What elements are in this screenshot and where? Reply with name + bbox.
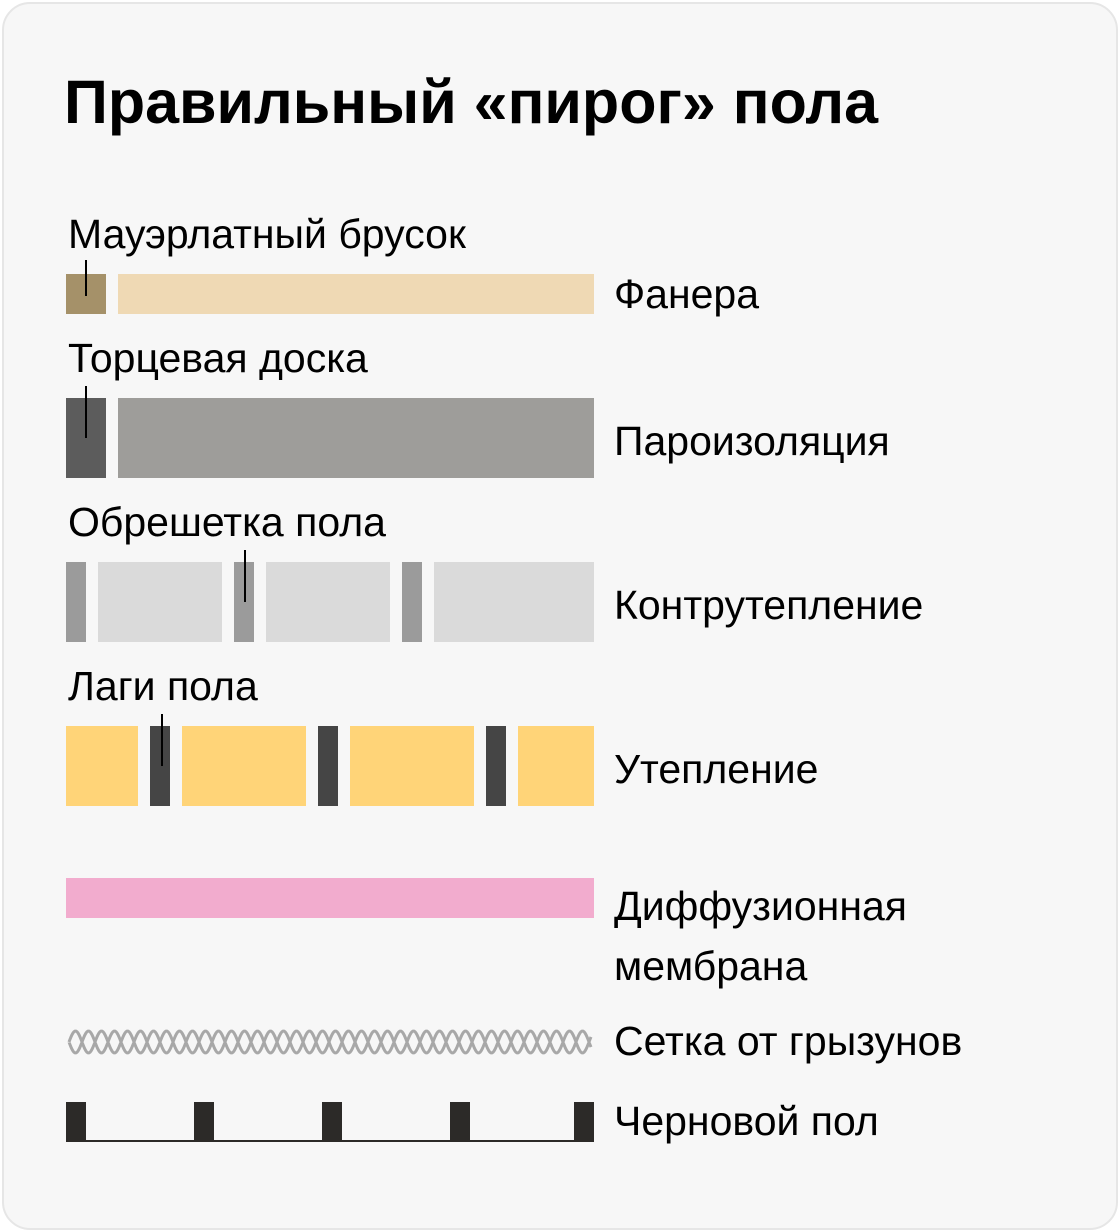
insulation-segment [182, 726, 306, 806]
callout-joists: Лаги пола [68, 663, 258, 709]
callout-lathing: Обрешетка пола [68, 499, 386, 545]
rodent-mesh [67, 1029, 593, 1055]
insulation-segment [350, 726, 474, 806]
label-counter-insulation: Контрутепление [614, 582, 924, 628]
joist-bar [150, 726, 170, 806]
lathing-bar [402, 562, 422, 642]
counter-insulation-segment [434, 562, 594, 642]
joists-callout-tick [161, 714, 163, 766]
subfloor-post [194, 1102, 214, 1142]
label-membrane: Диффузионная мембрана [614, 883, 907, 989]
plywood-layer [118, 274, 594, 314]
label-vapor-barrier: Пароизоляция [614, 418, 890, 464]
lathing-bar [234, 562, 254, 642]
insulation-segment [518, 726, 594, 806]
joist-bar [486, 726, 506, 806]
label-rodent-mesh: Сетка от грызунов [614, 1018, 963, 1064]
label-plywood: Фанера [614, 271, 760, 317]
vapor-barrier-layer [118, 398, 594, 478]
subfloor-post [450, 1102, 470, 1142]
counter-insulation-segment [98, 562, 222, 642]
subfloor-post [66, 1102, 86, 1142]
lathing-callout-tick [244, 550, 246, 602]
label-insulation: Утепление [614, 746, 819, 792]
membrane-layer [66, 878, 594, 918]
wall-plate-callout-tick [85, 260, 87, 296]
callout-end-board: Торцевая доска [68, 335, 368, 381]
end-board-callout-tick [85, 386, 87, 438]
subfloor-post [322, 1102, 342, 1142]
label-subfloor: Черновой пол [614, 1098, 879, 1144]
counter-insulation-segment [266, 562, 390, 642]
insulation-segment [66, 726, 138, 806]
joist-bar [318, 726, 338, 806]
lathing-bar [66, 562, 86, 642]
callout-wall-plate: Мауэрлатный брусок [68, 211, 466, 257]
diagram-title: Правильный «пирог» пола [64, 68, 878, 136]
subfloor-post [574, 1102, 594, 1142]
